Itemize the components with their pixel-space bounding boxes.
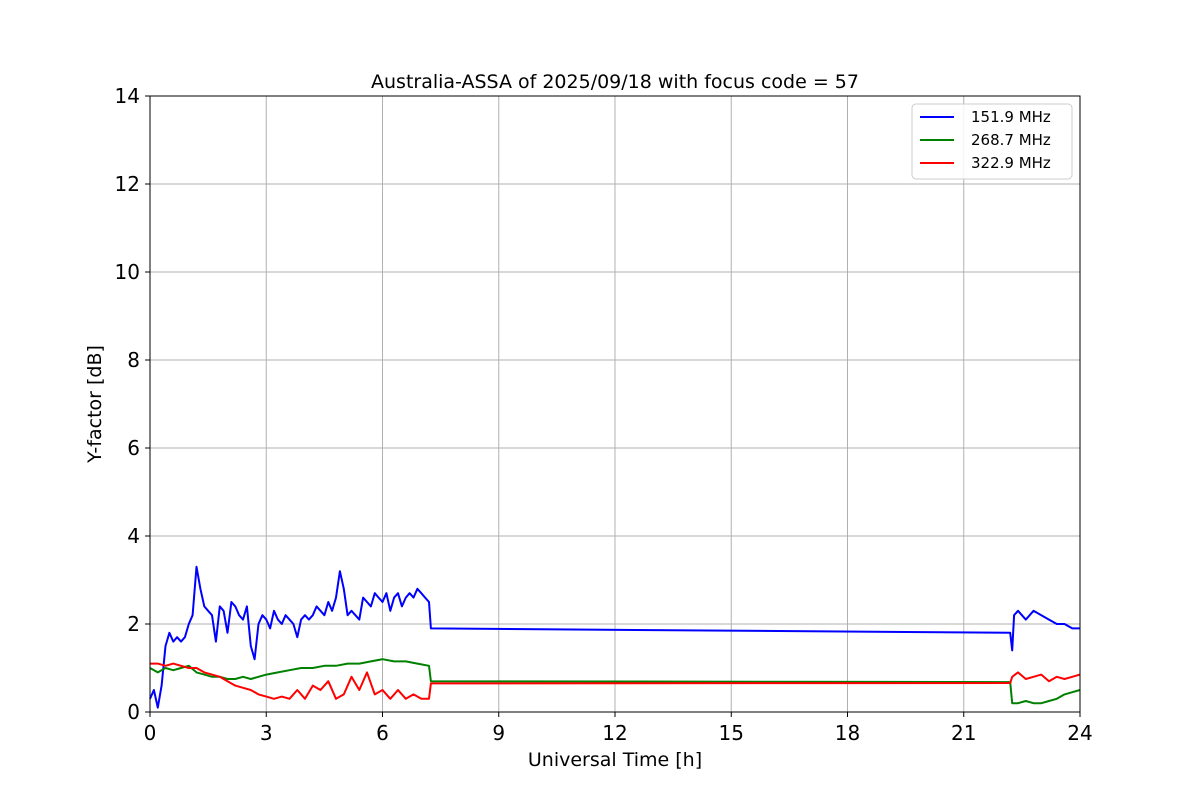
x-tick-label: 21 [951,721,976,745]
x-tick-label: 12 [602,721,627,745]
x-tick-label: 3 [260,721,273,745]
x-tick-label: 18 [835,721,860,745]
y-tick-label: 10 [115,260,140,284]
x-axis-label: Universal Time [h] [528,749,702,771]
legend-label-268-7: 268.7 MHz [971,131,1051,149]
y-tick-label: 2 [127,612,140,636]
series-line-0 [149,565,1080,709]
x-tick-label: 24 [1067,721,1092,745]
y-tick-label: 12 [115,172,140,196]
x-tick-label: 6 [376,721,389,745]
legend-box [911,103,1073,180]
y-tick-label: 0 [127,700,140,724]
y-tick-label: 8 [127,348,140,372]
x-tick-label: 0 [144,721,157,745]
y-axis-label: Y-factor [dB] [84,345,106,464]
series-line-1 [149,658,1081,705]
x-tick-label: 9 [492,721,505,745]
y-tick-label: 6 [127,436,140,460]
y-tick-label: 4 [127,524,140,548]
legend: 151.9 MHz 268.7 MHz 322.9 MHz [911,103,1073,180]
legend-label-151-9: 151.9 MHz [971,108,1051,126]
x-tick-label: 15 [719,721,744,745]
series-layer [149,565,1081,709]
legend-label-322-9: 322.9 MHz [971,154,1051,172]
chart-title: Australia-ASSA of 2025/09/18 with focus … [371,71,859,93]
series-line-2 [150,662,1081,700]
y-tick-label: 14 [115,84,140,108]
